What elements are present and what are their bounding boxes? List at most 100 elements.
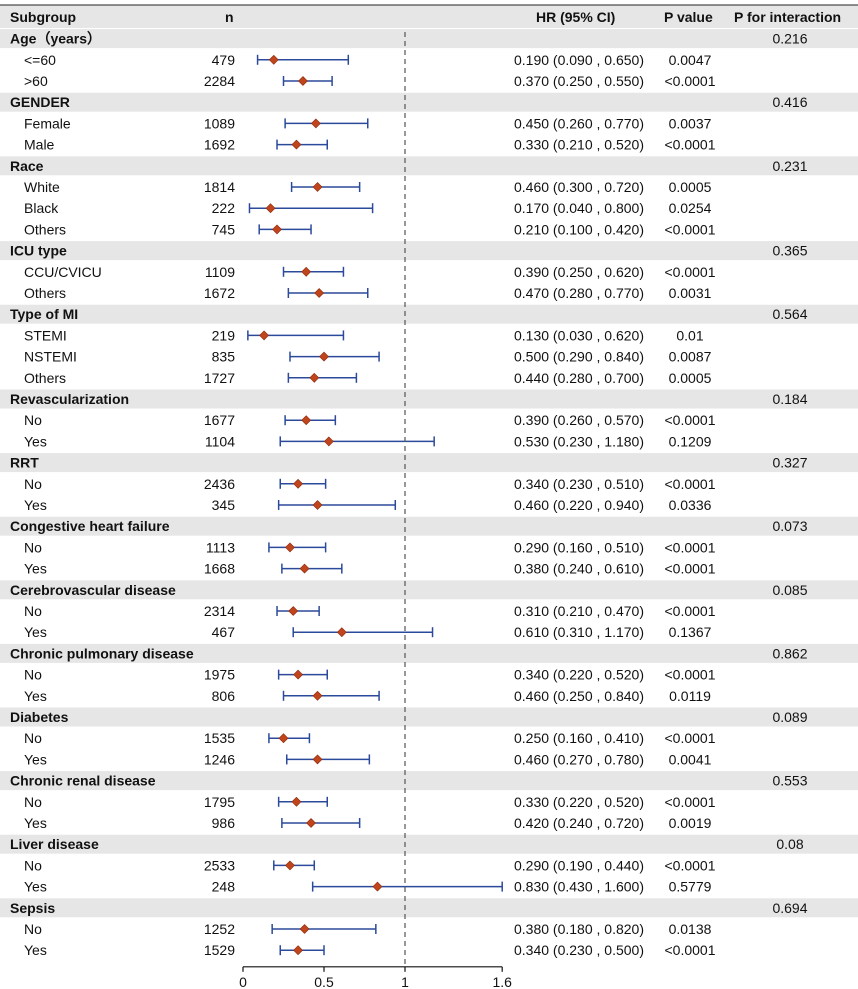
group-band bbox=[0, 580, 858, 600]
p-value: <0.0001 bbox=[665, 603, 716, 619]
table-header: Subgroup n HR (95% CI) P value P for int… bbox=[10, 9, 841, 25]
subgroup-label: No bbox=[24, 730, 42, 746]
p-value: <0.0001 bbox=[665, 730, 716, 746]
hr-point bbox=[285, 860, 295, 871]
hr-point bbox=[306, 818, 316, 828]
p-interaction-value: 0.416 bbox=[772, 94, 807, 110]
p-value: 0.0336 bbox=[669, 497, 712, 513]
p-value: <0.0001 bbox=[665, 73, 716, 89]
p-interaction-value: 0.08 bbox=[776, 836, 803, 852]
hr-point bbox=[291, 796, 302, 807]
p-interaction-value: 0.184 bbox=[772, 391, 807, 407]
subgroup-label: No bbox=[24, 539, 42, 555]
sample-size: 745 bbox=[212, 221, 236, 237]
hr-point bbox=[298, 76, 308, 86]
subgroup-label: Yes bbox=[24, 751, 47, 767]
group-band bbox=[0, 389, 858, 409]
p-value: 0.0019 bbox=[669, 815, 712, 831]
hr-point bbox=[293, 669, 304, 680]
sample-size: 2314 bbox=[204, 603, 235, 619]
x-tick-label: 1.6 bbox=[492, 974, 512, 989]
p-value: <0.0001 bbox=[665, 942, 716, 958]
hr-ci-text: 0.460 (0.270 , 0.780) bbox=[514, 751, 644, 767]
subgroup-label: Others bbox=[24, 370, 66, 386]
hr-point bbox=[312, 500, 323, 510]
subgroup-label: Yes bbox=[24, 561, 47, 577]
p-value: <0.0001 bbox=[665, 476, 716, 492]
hr-ci-text: 0.330 (0.210 , 0.520) bbox=[514, 137, 644, 153]
hr-point bbox=[299, 924, 310, 934]
subgroup-label: Black bbox=[24, 200, 59, 216]
group-band bbox=[0, 241, 858, 261]
p-interaction-value: 0.327 bbox=[772, 455, 807, 471]
subgroup-label: Yes bbox=[24, 624, 47, 640]
group-label: Liver disease bbox=[10, 836, 99, 852]
hr-point bbox=[310, 118, 321, 129]
hr-ci-text: 0.390 (0.250 , 0.620) bbox=[514, 264, 644, 280]
sample-size: 1677 bbox=[204, 412, 235, 428]
row-bands bbox=[0, 4, 858, 918]
hr-ci-text: 0.340 (0.220 , 0.520) bbox=[514, 667, 644, 683]
group-label: Sepsis bbox=[10, 900, 55, 916]
hr-ci-text: 0.170 (0.040 , 0.800) bbox=[514, 200, 644, 216]
hr-point bbox=[372, 881, 383, 892]
hr-ci-text: 0.250 (0.160 , 0.410) bbox=[514, 730, 644, 746]
group-band bbox=[0, 29, 858, 49]
group-band bbox=[0, 643, 858, 663]
sample-size: 479 bbox=[212, 52, 236, 68]
p-interaction-value: 0.564 bbox=[772, 306, 807, 322]
p-value: <0.0001 bbox=[665, 794, 716, 810]
hr-ci-text: 0.450 (0.260 , 0.770) bbox=[514, 115, 644, 131]
sample-size: 835 bbox=[212, 349, 236, 365]
p-interaction-value: 0.553 bbox=[772, 773, 807, 789]
sample-size: 1672 bbox=[204, 285, 235, 301]
sample-size: 2436 bbox=[204, 476, 235, 492]
subgroup-label: Yes bbox=[24, 688, 47, 704]
subgroup-label: No bbox=[24, 794, 42, 810]
sample-size: 1113 bbox=[206, 539, 235, 555]
x-tick-label: 1 bbox=[401, 974, 409, 989]
sample-size: 1104 bbox=[205, 433, 235, 449]
header-band bbox=[0, 5, 858, 28]
subgroup-label: No bbox=[24, 412, 42, 428]
subgroup-label: No bbox=[24, 857, 42, 873]
header-subgroup: Subgroup bbox=[10, 9, 76, 25]
group-label: Cerebrovascular disease bbox=[10, 582, 176, 598]
subgroup-label: No bbox=[24, 476, 42, 492]
hr-ci-text: 0.210 (0.100 , 0.420) bbox=[514, 221, 644, 237]
p-interaction-value: 0.862 bbox=[772, 645, 807, 661]
subgroup-label: No bbox=[24, 603, 42, 619]
group-label: Type of MI bbox=[10, 306, 78, 322]
p-interaction-value: 0.365 bbox=[772, 243, 807, 259]
hr-ci-text: 0.500 (0.290 , 0.840) bbox=[514, 349, 644, 365]
hr-point bbox=[301, 266, 312, 277]
subgroup-label: Others bbox=[24, 221, 66, 237]
sample-size: 2533 bbox=[204, 857, 235, 873]
sample-size: 1692 bbox=[204, 137, 235, 153]
p-value: <0.0001 bbox=[665, 412, 716, 428]
p-value: 0.01 bbox=[676, 327, 703, 343]
group-label: Revascularization bbox=[10, 391, 129, 407]
hr-ci-text: 0.610 (0.310 , 1.170) bbox=[514, 624, 644, 640]
sample-size: 1535 bbox=[204, 730, 235, 746]
p-value: <0.0001 bbox=[665, 221, 716, 237]
hr-ci-text: 0.470 (0.280 , 0.770) bbox=[514, 285, 644, 301]
hr-point bbox=[312, 182, 323, 192]
p-interaction-value: 0.694 bbox=[772, 900, 807, 916]
sample-size: 1975 bbox=[204, 667, 235, 683]
subgroup-label: Yes bbox=[24, 815, 47, 831]
hr-ci-text: 0.190 (0.090 , 0.650) bbox=[514, 52, 644, 68]
group-band bbox=[0, 92, 858, 112]
subgroup-label: Female bbox=[24, 115, 71, 131]
subgroup-label: No bbox=[24, 667, 42, 683]
p-value: <0.0001 bbox=[665, 667, 716, 683]
sample-size: 1727 bbox=[204, 370, 235, 386]
subgroup-label: Male bbox=[24, 137, 55, 153]
sample-size: 1246 bbox=[204, 751, 235, 767]
hr-point bbox=[301, 415, 312, 426]
hr-ci-text: 0.380 (0.240 , 0.610) bbox=[514, 561, 644, 577]
p-value: 0.1367 bbox=[669, 624, 712, 640]
hr-point bbox=[312, 690, 323, 701]
hr-point bbox=[265, 203, 276, 214]
sample-size: 1109 bbox=[205, 264, 235, 280]
